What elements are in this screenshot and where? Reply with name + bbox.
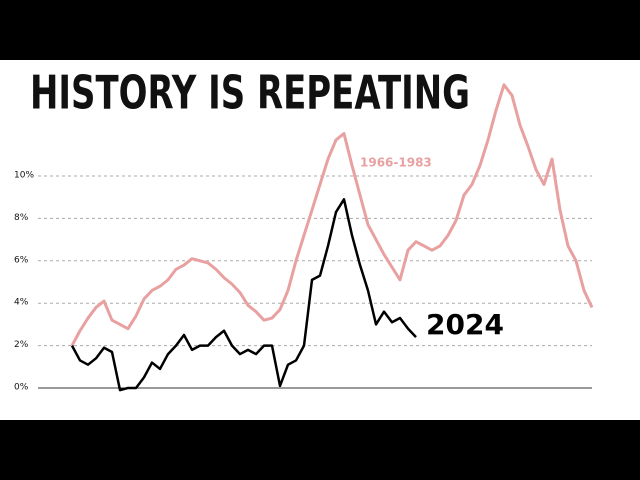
series-label: 2024 (426, 308, 504, 341)
y-tick-label: 10% (14, 171, 34, 181)
y-tick-label: 6% (14, 255, 29, 265)
line-series (70, 83, 594, 347)
line-series (70, 198, 417, 392)
series-label: 1966-1983 (360, 156, 432, 170)
y-tick-label: 2% (14, 340, 29, 350)
background (0, 60, 640, 420)
y-tick-label: 4% (14, 298, 29, 308)
y-tick-label: 8% (14, 213, 29, 223)
chart-title: HISTORY IS REPEATING (30, 66, 470, 120)
y-tick-label: 0% (14, 383, 29, 393)
